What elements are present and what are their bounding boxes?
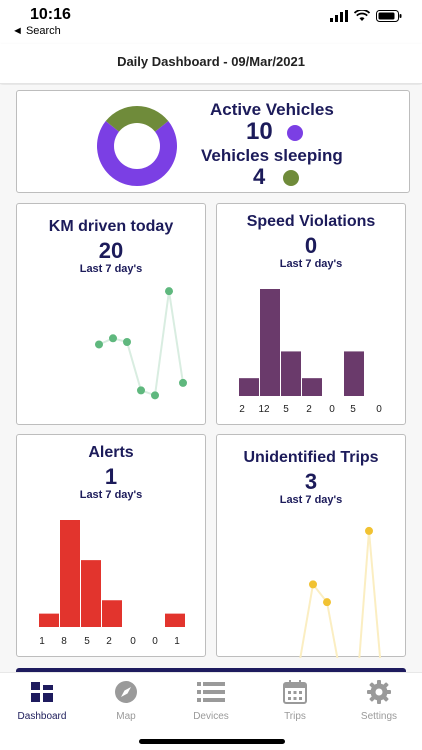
- active-vehicles-value: 10: [246, 118, 273, 145]
- alerts-bar: [81, 560, 101, 627]
- km-driven-line-chart: [95, 287, 187, 400]
- unidentified-trips-card[interactable]: Unidentified Trips 3 Last 7 day's: [216, 434, 406, 658]
- speed-violations-card[interactable]: Speed Violations 0 Last 7 day's 2 12 5 2…: [216, 203, 406, 425]
- tab-devices-label: Devices: [193, 711, 229, 722]
- status-bar: 10:16 ◄ Search: [0, 0, 422, 44]
- speed-violations-title: Speed Violations: [246, 213, 376, 230]
- next-card-edge: [16, 668, 406, 672]
- speed-tick-label: 2: [239, 404, 245, 415]
- alerts-bar-chart: [39, 520, 185, 627]
- speed-tick-label: 0: [376, 404, 382, 415]
- km-driven-value: 20: [98, 238, 124, 263]
- tab-settings[interactable]: Settings: [339, 679, 419, 722]
- speed-tick-label: 2: [306, 404, 312, 415]
- tab-map-label: Map: [116, 711, 136, 722]
- tab-devices[interactable]: Devices: [171, 679, 251, 722]
- dashboard-grid-icon: [31, 682, 53, 702]
- gear-icon: [367, 680, 391, 704]
- alerts-bar: [39, 613, 59, 627]
- km-driven-data-point: [123, 338, 131, 346]
- vehicles-sleeping-row: 4: [253, 164, 300, 190]
- km-driven-data-point: [179, 378, 187, 387]
- alerts-tick-label: 0: [152, 636, 158, 647]
- km-driven-data-point: [95, 340, 103, 349]
- speed-tick-label: 12: [258, 404, 270, 415]
- tab-trips-label: Trips: [284, 711, 306, 722]
- tab-dashboard-label: Dashboard: [17, 711, 67, 722]
- speed-violations-bar-chart: [239, 289, 364, 396]
- unidentified-trips-subtitle: Last 7 day's: [279, 494, 343, 506]
- vehicles-sleeping-value: 4: [253, 164, 266, 189]
- km-driven-data-point: [137, 386, 145, 395]
- tab-settings-label: Settings: [360, 711, 398, 722]
- active-vehicles-label: Active Vehicles: [210, 100, 334, 119]
- km-driven-data-point: [109, 334, 117, 343]
- km-driven-card[interactable]: KM driven today 20 Last 7 day's: [16, 203, 206, 425]
- unidentified-trips-data-point: [365, 526, 373, 535]
- active-legend-dot: [287, 124, 304, 141]
- back-to-search-link[interactable]: ◄ Search: [12, 25, 61, 37]
- alerts-tick-label: 1: [39, 636, 45, 647]
- speed-violations-bar: [239, 378, 259, 396]
- alerts-card[interactable]: Alerts 1 Last 7 day's 1 8 5 2 0 0 1: [16, 434, 206, 657]
- speed-violations-subtitle: Last 7 day's: [279, 258, 343, 270]
- km-driven-subtitle: Last 7 day's: [79, 263, 143, 275]
- speed-violations-bar: [260, 289, 280, 396]
- page-title: Daily Dashboard - 09/Mar/2021: [117, 54, 305, 69]
- vehicle-donut-chart: [97, 105, 177, 186]
- unidentified-trips-line-chart: [299, 526, 382, 658]
- alerts-tick-label: 8: [61, 636, 67, 647]
- page-header: Daily Dashboard - 09/Mar/2021: [0, 44, 422, 84]
- unidentified-trips-title: Unidentified Trips: [243, 449, 379, 466]
- calendar-icon: [283, 680, 307, 704]
- active-vehicles-row: 10: [246, 118, 304, 146]
- speed-violations-value: 0: [304, 233, 318, 258]
- alerts-tick-label: 2: [106, 636, 112, 647]
- bottom-tab-bar: Dashboard Map Devices Trips: [0, 672, 422, 750]
- unidentified-trips-data-point: [323, 598, 331, 607]
- status-icons: [330, 10, 402, 22]
- unidentified-trips-series-line: [299, 530, 382, 658]
- alerts-tick-label: 5: [84, 636, 90, 647]
- dashboard-content[interactable]: Active Vehicles 10 Vehicles sleeping 4 K…: [0, 85, 422, 672]
- speed-violations-bar: [302, 378, 322, 396]
- alerts-value: 1: [104, 464, 118, 489]
- km-driven-data-point: [165, 287, 173, 296]
- home-indicator: [139, 739, 285, 744]
- battery-icon: [376, 10, 402, 22]
- speed-violations-bar: [281, 351, 301, 396]
- wifi-icon: [354, 10, 370, 21]
- unidentified-trips-data-point: [309, 580, 317, 589]
- signal-icon: [330, 10, 348, 22]
- unidentified-trips-value: 3: [304, 469, 318, 494]
- vehicle-summary-card[interactable]: Active Vehicles 10 Vehicles sleeping 4: [16, 90, 410, 193]
- tab-dashboard[interactable]: Dashboard: [2, 679, 82, 722]
- speed-violations-bar: [344, 351, 364, 396]
- speed-tick-label: 5: [350, 404, 356, 415]
- list-icon: [197, 682, 225, 702]
- km-driven-title: KM driven today: [48, 218, 174, 235]
- tab-map[interactable]: Map: [86, 679, 166, 722]
- alerts-bar: [165, 613, 185, 627]
- alerts-tick-label: 0: [130, 636, 136, 647]
- speed-tick-label: 5: [283, 404, 289, 415]
- alerts-subtitle: Last 7 day's: [79, 489, 143, 501]
- alerts-bar: [60, 520, 80, 627]
- compass-icon: [115, 681, 137, 703]
- speed-tick-label: 0: [329, 404, 335, 415]
- km-driven-series-line: [98, 291, 184, 397]
- alerts-bar: [102, 600, 122, 627]
- tab-trips[interactable]: Trips: [255, 679, 335, 722]
- status-time: 10:16: [30, 6, 71, 23]
- alerts-title: Alerts: [88, 444, 134, 461]
- sleeping-legend-dot: [283, 170, 300, 187]
- vehicles-sleeping-label: Vehicles sleeping: [201, 146, 343, 165]
- alerts-tick-label: 1: [174, 636, 180, 647]
- km-driven-data-point: [151, 391, 159, 400]
